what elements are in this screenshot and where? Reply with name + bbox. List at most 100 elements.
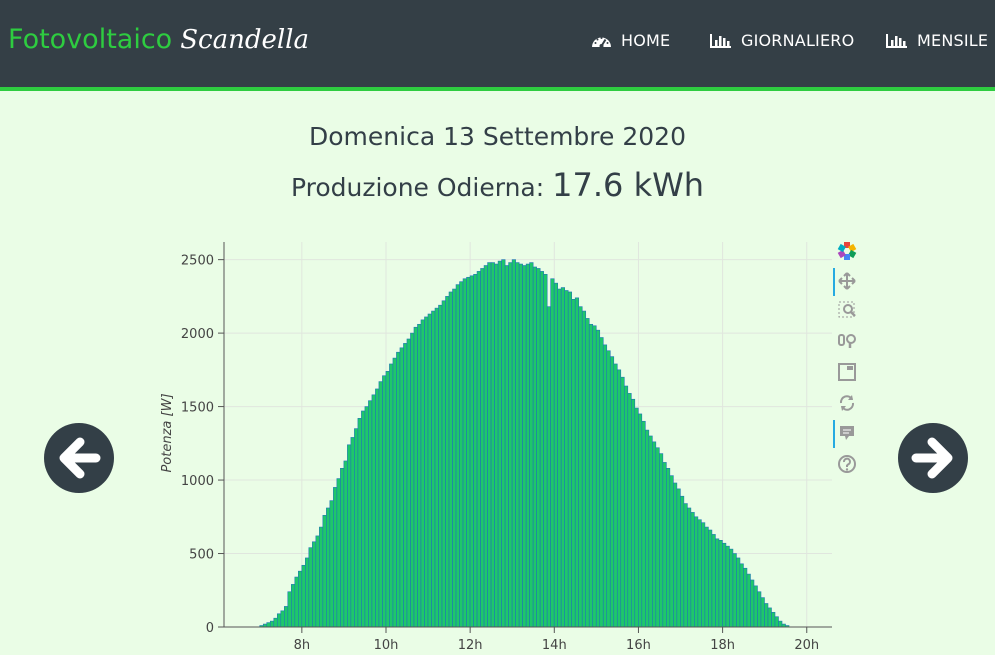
chart-bar: [431, 310, 436, 628]
chart-bar: [273, 617, 278, 628]
bokeh-logo-button[interactable]: [833, 240, 863, 266]
x-tick-label: 10h: [374, 638, 399, 653]
x-tick-label: 20h: [794, 638, 819, 653]
chart-bar: [613, 363, 618, 628]
chart-bar: [445, 296, 450, 628]
chart-bar: [550, 278, 555, 628]
nav-giornaliero-label: GIORNALIERO: [741, 31, 855, 50]
chart-bar: [536, 268, 541, 628]
chart-bar: [729, 548, 734, 628]
chart-bar: [466, 276, 471, 628]
chart-bar: [620, 376, 625, 628]
chart-bar: [276, 613, 282, 628]
chart-bar: [340, 467, 345, 628]
chart-bar: [424, 316, 429, 628]
chart-bar: [574, 297, 580, 628]
reset-tool[interactable]: [833, 390, 863, 416]
chart-bar: [634, 407, 639, 628]
nav-home[interactable]: HOME: [591, 31, 670, 50]
chart-bar: [511, 259, 516, 628]
chart-bar: [767, 607, 772, 628]
chart-bar: [760, 597, 765, 628]
arrow-left-icon: [59, 437, 101, 479]
chart-bar: [715, 538, 720, 628]
chart-bar: [694, 516, 699, 628]
previous-day-button[interactable]: [44, 423, 114, 493]
chart-bar: [497, 260, 502, 628]
nav-giornaliero[interactable]: GIORNALIERO: [709, 31, 854, 50]
chart-bar: [294, 576, 299, 628]
chart-bar: [648, 435, 653, 628]
chart-bar: [452, 288, 457, 628]
chart-bar: [532, 266, 537, 628]
chart-bar: [743, 567, 748, 628]
production-summary: Produzione Odierna: 17.6 kWh: [0, 166, 995, 204]
chart-bar: [746, 573, 751, 628]
chart-bar: [659, 453, 664, 628]
chart-bar: [585, 318, 590, 628]
chart-bar: [750, 579, 755, 628]
chart-bar: [434, 307, 439, 628]
chart-bar: [732, 553, 737, 628]
chart-bar: [417, 323, 422, 628]
x-tick-label: 14h: [542, 638, 567, 653]
chart-bar: [666, 467, 671, 628]
help-tool[interactable]: [833, 452, 863, 478]
chart-bar: [361, 410, 366, 628]
wheel-zoom-tool[interactable]: [833, 328, 863, 354]
y-axis-label: Potenza [W]: [160, 393, 175, 472]
reset-icon: [839, 395, 855, 411]
power-chart[interactable]: 0 500 1000 1500 2000 2500 8h 10h 12h 14h 16h 18h 20h…: [150, 240, 833, 655]
next-day-button[interactable]: [898, 423, 968, 493]
x-tick-label: 18h: [710, 638, 735, 653]
chart-bar: [655, 447, 660, 628]
chart-bar: [757, 591, 762, 628]
chart-bar: [305, 557, 310, 628]
chart-bar: [687, 507, 692, 628]
chart-bar: [347, 444, 352, 628]
chart-bar: [448, 291, 453, 628]
chart-bar: [476, 271, 481, 628]
chart-bar: [683, 503, 688, 628]
chart-bar: [455, 284, 460, 628]
pan-tool[interactable]: [833, 268, 863, 296]
chart-bar: [645, 429, 650, 628]
box-zoom-tool[interactable]: [833, 298, 863, 324]
nav-mensile[interactable]: MENSILE: [885, 31, 988, 50]
chart-bar: [283, 606, 289, 628]
x-tick-label: 12h: [458, 638, 483, 653]
chart-bar: [336, 478, 341, 628]
chart-bar: [774, 616, 779, 628]
chart-bar: [637, 413, 643, 628]
nav-home-label: HOME: [621, 31, 671, 50]
chart-bar: [557, 288, 562, 628]
chart-bar: [291, 584, 296, 628]
pan-icon: [838, 272, 856, 290]
production-label: Produzione Odierna:: [290, 173, 545, 202]
chart-bar: [403, 343, 408, 628]
chart-bar: [669, 475, 674, 628]
chart-bar: [385, 371, 390, 628]
chart-bar: [480, 268, 485, 628]
y-tick-label: 1500: [181, 401, 214, 416]
production-value: 17.6 kWh: [552, 166, 705, 204]
chart-bar: [333, 487, 338, 628]
chart-bar: [364, 406, 369, 628]
chart-bar: [641, 420, 646, 628]
chart-bar: [518, 263, 523, 628]
chart-bar: [539, 271, 544, 628]
chart-bar: [441, 300, 446, 628]
chart-bar: [508, 262, 513, 628]
chart-bar: [312, 541, 317, 628]
chart-bar: [438, 304, 443, 628]
y-tick-label: 2500: [181, 254, 214, 269]
hover-tool[interactable]: [833, 420, 863, 448]
chart-bar: [567, 291, 573, 628]
chart-bar: [371, 394, 376, 628]
brand-logo[interactable]: Fotovoltaico Scandella: [8, 22, 309, 58]
chart-bar: [298, 570, 303, 628]
chart-bar: [680, 495, 685, 628]
chart-bar: [722, 542, 727, 628]
save-tool[interactable]: [833, 360, 863, 386]
chart-bar: [396, 351, 401, 628]
